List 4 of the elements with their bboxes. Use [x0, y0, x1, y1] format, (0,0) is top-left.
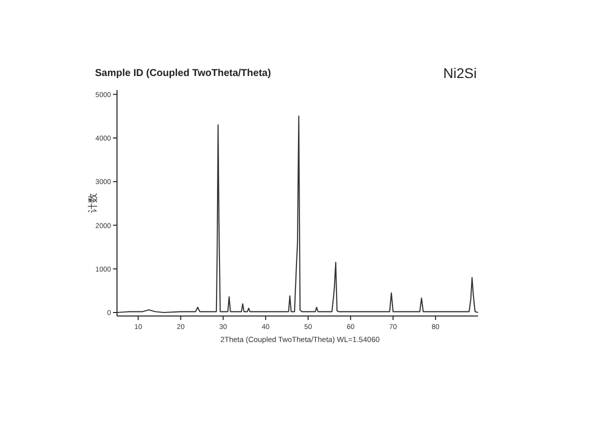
chart-title: Sample ID (Coupled TwoTheta/Theta) [95, 68, 271, 79]
y-axis-title: 计数 [87, 193, 99, 213]
line-series [116, 116, 479, 314]
text: Ni2Si [443, 65, 477, 81]
